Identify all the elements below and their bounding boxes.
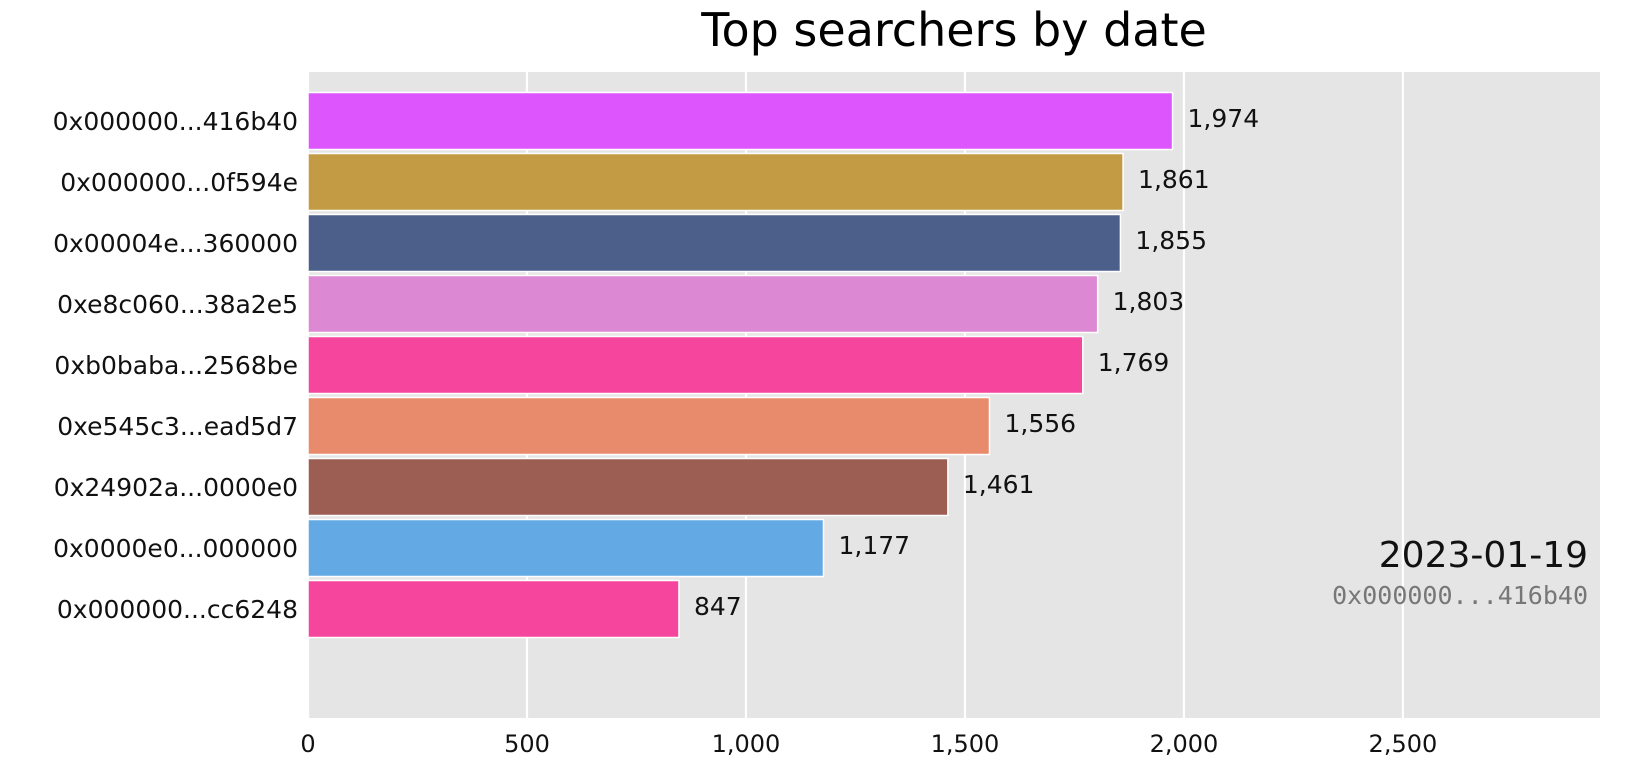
value-label: 1,974 [1188,104,1260,133]
bar [307,396,991,456]
x-tick-label: 500 [504,730,550,758]
category-label: 0xe545c3...ead5d7 [57,412,298,441]
category-label: 0x24902a...0000e0 [54,473,298,502]
x-tick-label: 1,500 [931,730,1000,758]
bar [307,335,1084,395]
value-label: 1,861 [1138,165,1210,194]
x-tick-label: 2,000 [1150,730,1219,758]
bar [307,457,949,517]
category-label: 0x000000...416b40 [53,107,298,136]
leader-label: 0x000000...416b40 [1332,581,1588,610]
value-labels: 1,974 1,861 1,855 1,803 1,769 1,556 1,461 1,177… [694,104,1259,621]
x-tick-label: 2,500 [1369,730,1438,758]
bar [307,579,680,639]
value-label: 1,177 [838,531,910,560]
bar [307,518,825,578]
value-label: 1,803 [1113,287,1185,316]
category-label: 0xe8c060...38a2e5 [57,290,298,319]
x-tick-label: 1,000 [712,730,781,758]
value-label: 1,556 [1004,409,1076,438]
date-label: 2023-01-19 [1379,535,1588,576]
category-label: 0xb0baba...2568be [54,351,298,380]
bar [307,274,1099,334]
x-tick-label: 0 [300,730,315,758]
category-label: 0x000000...0f594e [60,168,298,197]
bars [307,91,1174,639]
category-labels: 0x000000...416b40 0x000000...0f594e 0x0000… [53,107,298,624]
category-label: 0x000000...cc6248 [57,595,298,624]
bar [307,213,1122,273]
chart-title: Top searchers by date [700,3,1207,57]
value-label: 1,855 [1135,226,1207,255]
x-tick-labels: 0 500 1,000 1,500 2,000 2,500 [300,730,1437,758]
value-label: 847 [694,592,742,621]
category-label: 0x00004e...360000 [53,229,298,258]
category-label: 0x0000e0...000000 [53,534,298,563]
bar [307,152,1124,212]
value-label: 1,461 [963,470,1035,499]
value-label: 1,769 [1098,348,1170,377]
bar [307,91,1174,151]
